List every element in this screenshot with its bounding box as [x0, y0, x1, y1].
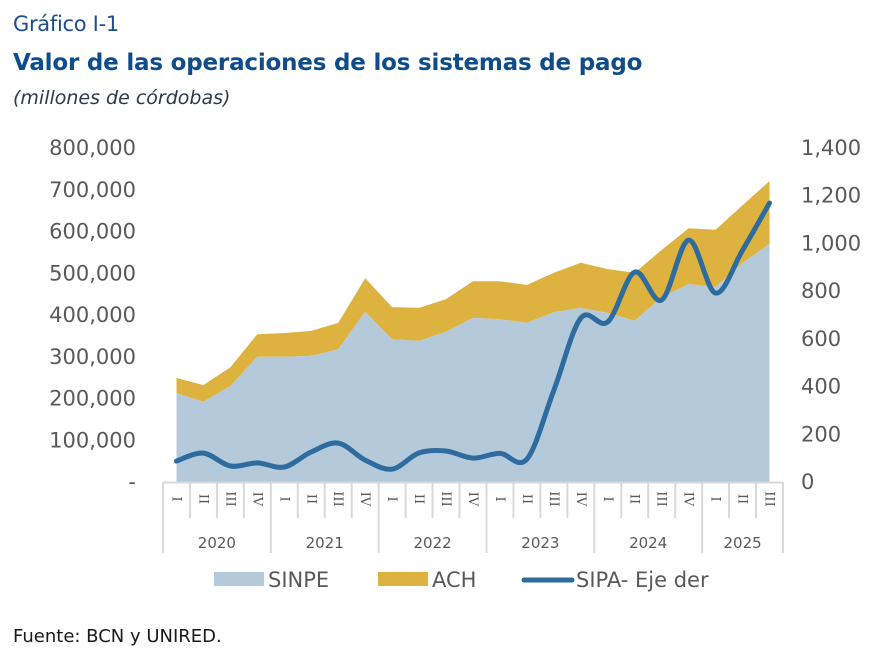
series-sinpe-area: [176, 244, 770, 482]
x-tick-label: I: [169, 496, 184, 501]
x-tick-label: III: [222, 491, 237, 506]
y-left-tick-label: 800,000: [49, 136, 136, 160]
x-tick-label: IV: [357, 492, 372, 507]
x-tick-label: II: [195, 494, 210, 504]
y-right-tick-label: 0: [801, 470, 814, 494]
year-label: 2025: [724, 534, 762, 552]
legend-swatch-ach: [378, 572, 428, 586]
year-label: 2022: [414, 534, 452, 552]
legend-label-sipa: SIPA- Eje der: [576, 568, 709, 592]
x-tick-label: IV: [249, 492, 264, 507]
y-left-tick-label: 200,000: [49, 387, 136, 411]
y-right-tick-label: 800: [801, 279, 841, 303]
x-tick-label: I: [492, 496, 507, 501]
y-left-tick-label: 700,000: [49, 178, 136, 202]
y-right-tick-label: 600: [801, 327, 841, 351]
x-tick-label: II: [519, 494, 534, 504]
x-tick-label: III: [654, 491, 669, 506]
y-right-tick-label: 1,200: [801, 184, 861, 208]
x-tick-label: I: [708, 496, 723, 501]
chart-subtitle: (millones de córdobas): [13, 87, 231, 109]
series-sipa-line: [174, 200, 772, 472]
y-left-tick-label: 100,000: [49, 428, 136, 452]
source-note: Fuente: BCN y UNIRED.: [13, 626, 222, 647]
year-label: 2024: [629, 534, 667, 552]
x-tick-label: II: [303, 494, 318, 504]
x-tick-label: II: [735, 494, 750, 504]
y-left-tick-label: 400,000: [49, 303, 136, 327]
x-tick-label: II: [627, 494, 642, 504]
legend-label-ach: ACH: [432, 568, 476, 592]
year-label: 2020: [198, 534, 236, 552]
x-tick-label: IV: [573, 492, 588, 507]
x-tick-label: III: [438, 491, 453, 506]
year-label: 2023: [521, 534, 559, 552]
y-right-tick-label: 400: [801, 375, 841, 399]
y-left-tick-label: -: [128, 470, 136, 494]
x-tick-label: IV: [681, 492, 696, 507]
y-left-tick-label: 300,000: [49, 345, 136, 369]
chart-title: Valor de las operaciones de los sistemas…: [13, 50, 643, 76]
x-tick-label: III: [762, 491, 777, 506]
legend: SINPE ACH SIPA- Eje der: [214, 568, 709, 592]
y-right-tick-label: 1,400: [801, 136, 861, 160]
y-left-tick-label: 500,000: [49, 261, 136, 285]
chart-label: Gráfico I-1: [13, 12, 119, 36]
x-tick-label: III: [330, 491, 345, 506]
x-tick-label: I: [384, 496, 399, 501]
series-ach-area: [176, 181, 770, 402]
x-tick-label: I: [600, 496, 615, 501]
y-right-tick-label: 200: [801, 422, 841, 446]
legend-label-sinpe: SINPE: [268, 568, 329, 592]
x-tick-label: II: [411, 494, 426, 504]
year-label: 2021: [306, 534, 344, 552]
x-tick-label: III: [546, 491, 561, 506]
y-right-tick-label: 1,000: [801, 231, 861, 255]
x-tick-label: I: [276, 496, 291, 501]
axes: - 100,000 200,000 300,000 400,000 500,000 600,…: [49, 136, 861, 553]
plot-area: [174, 181, 772, 482]
y-left-tick-label: 600,000: [49, 220, 136, 244]
x-tick-label: IV: [465, 492, 480, 507]
legend-swatch-sinpe: [214, 572, 264, 586]
